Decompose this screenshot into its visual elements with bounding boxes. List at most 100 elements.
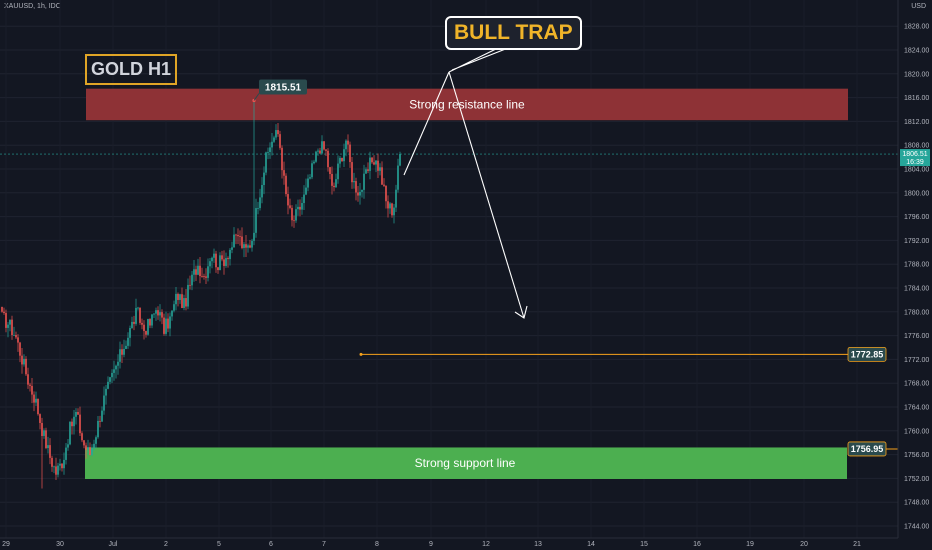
candle-body [103, 395, 105, 411]
candle-body [395, 189, 397, 208]
high-price-text: 1815.51 [265, 83, 302, 94]
time-axis[interactable]: 29 30 Jul 2 5 6 7 8 9 12 13 14 15 16 19 20 21 [0, 537, 898, 548]
candle-body [263, 172, 265, 186]
candle-body [389, 203, 391, 209]
bull-trap-callout-pointer [448, 47, 505, 73]
candle-body [23, 358, 25, 365]
candle-body [201, 276, 203, 277]
candle-body [95, 437, 97, 444]
price-tick-label: 1820.00 [904, 71, 929, 78]
candle-body [225, 258, 227, 266]
bull-trap-label: BULL TRAP [445, 16, 582, 50]
candle-body [369, 157, 371, 171]
candle-body [309, 177, 311, 179]
candle-body [253, 232, 255, 241]
candle-body [391, 203, 393, 216]
candle-body [153, 313, 155, 315]
last-price-tag-box [900, 149, 930, 167]
candle-body [27, 374, 29, 385]
candle-body [143, 324, 145, 332]
candle-body [185, 298, 187, 307]
time-tick-label: 2 [164, 541, 168, 548]
candle-body [179, 294, 181, 300]
price-tick-label: 1808.00 [904, 143, 929, 150]
candle-body [267, 151, 269, 153]
candle-body [181, 294, 183, 308]
candle-body [221, 255, 223, 260]
candle-body [331, 173, 333, 186]
candle-body [77, 411, 79, 415]
candle-body [217, 267, 219, 271]
candle-body [137, 307, 139, 309]
candle-body [161, 312, 163, 318]
candle-body [373, 162, 375, 165]
candle-body [171, 310, 173, 317]
candle-body [59, 463, 61, 466]
time-tick-label: 8 [375, 541, 379, 548]
candle-body [377, 160, 379, 171]
candle-body [71, 421, 73, 427]
candle-body [383, 184, 385, 186]
high-price-leader [253, 93, 260, 101]
arrow-up-line [403, 71, 450, 176]
candle-body [205, 276, 207, 278]
price-zones: Strong resistance line Strong support li… [85, 88, 848, 479]
candle-body [159, 312, 161, 316]
candle-body [7, 324, 9, 328]
target-level-tag-box [847, 346, 887, 362]
candle-body [203, 276, 205, 277]
candle-body [1, 306, 3, 312]
candle-body [39, 414, 41, 423]
candle-body [87, 447, 89, 450]
candle-body [19, 342, 21, 356]
candle-body [245, 244, 247, 248]
price-tick-label: 1760.00 [904, 428, 929, 435]
candle-body [379, 167, 381, 171]
candle-body [397, 165, 399, 190]
time-tick-label: 9 [429, 541, 433, 548]
candle-body [43, 430, 45, 436]
candle-body [355, 181, 357, 193]
candle-body [175, 293, 177, 305]
candle-body [9, 319, 11, 325]
candle-body [285, 175, 287, 195]
candle-body [243, 244, 245, 249]
candle-body [211, 257, 213, 262]
target-level-tag-text: 1772.85 [851, 349, 884, 359]
time-tick-label: 13 [534, 541, 542, 548]
candle-body [165, 318, 167, 334]
candle-body [385, 185, 387, 202]
price-tick-label: 1812.00 [904, 119, 929, 126]
candle-body [365, 169, 367, 174]
candle-body [183, 298, 185, 308]
candle-body [223, 259, 225, 266]
candle-body [33, 394, 35, 403]
time-tick-label: 14 [587, 541, 595, 548]
symbol-header: XAUUSD, 1h, IDC [4, 3, 61, 10]
candle-body [111, 372, 113, 378]
candle-body [99, 420, 101, 422]
candle-body [3, 311, 5, 314]
time-tick-label: 21 [853, 541, 861, 548]
time-tick-label: 15 [640, 541, 648, 548]
candle-body [49, 445, 51, 458]
target-level-start-dot [359, 352, 363, 356]
candle-body [215, 253, 217, 268]
price-tick-label: 1748.00 [904, 500, 929, 507]
candle-body [311, 163, 313, 178]
candle-body [147, 319, 149, 335]
candle-body [167, 318, 169, 329]
candle-body [15, 334, 17, 338]
candle-body [343, 149, 345, 162]
candle-body [97, 420, 99, 438]
candle-body [275, 130, 277, 138]
candle-body [129, 327, 131, 338]
candle-body [319, 150, 321, 154]
candle-body [305, 187, 307, 195]
support-zone-label: Strong support line [415, 456, 516, 470]
price-tick-label: 1828.00 [904, 24, 929, 31]
price-axis[interactable]: 1828.00 1824.00 1820.00 1816.00 1812.00 1808.… [897, 0, 929, 538]
time-tick-label: 6 [269, 541, 273, 548]
candle-body [135, 307, 137, 324]
